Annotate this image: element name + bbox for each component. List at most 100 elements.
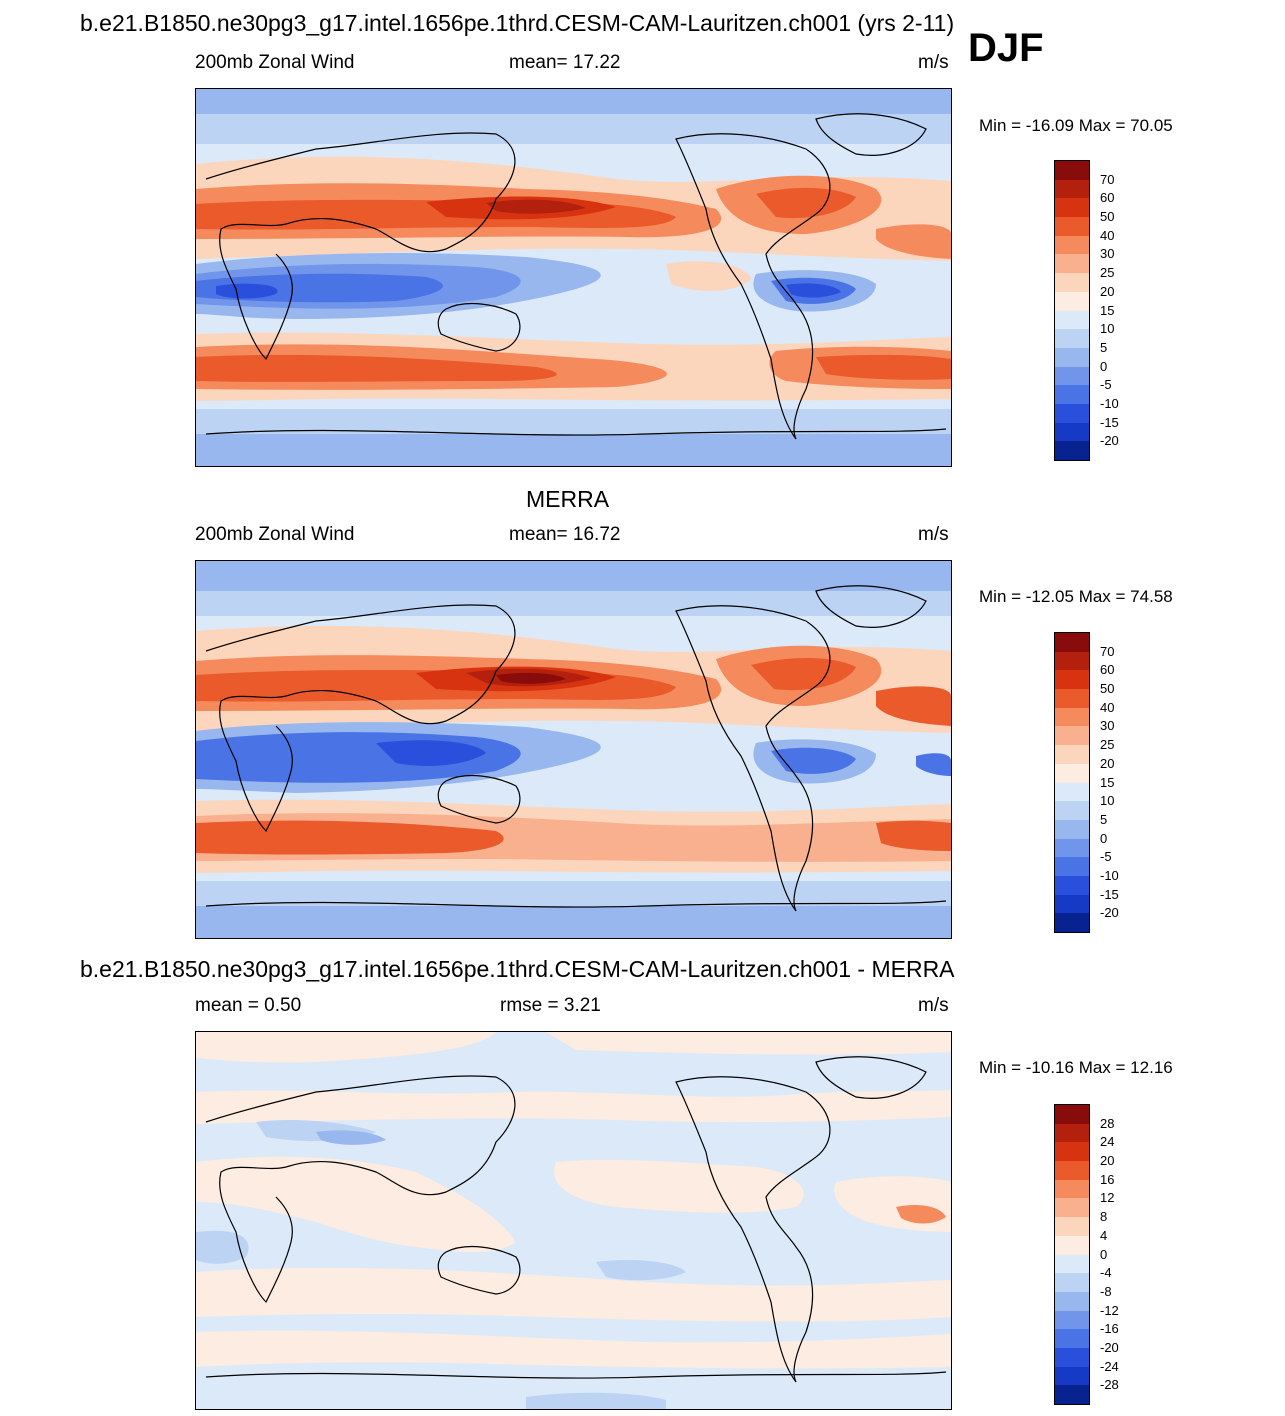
colorbar-swatch xyxy=(1055,347,1089,367)
colorbar-tick-label: 30 xyxy=(1100,718,1115,734)
panel-2-mean-label: mean= 16.72 xyxy=(509,524,621,545)
colorbar-swatch xyxy=(1055,763,1089,783)
panel-2-minmax: Min = -12.05 Max = 74.58 xyxy=(979,587,1173,606)
colorbar-swatch xyxy=(1055,198,1089,218)
colorbar-swatch xyxy=(1055,633,1089,652)
colorbar-tick-label: 10 xyxy=(1100,793,1115,809)
colorbar-tick-label: -12 xyxy=(1100,1302,1119,1318)
colorbar-swatch xyxy=(1055,670,1089,690)
colorbar-tick-label: 40 xyxy=(1100,699,1115,715)
colorbar-swatch xyxy=(1055,1273,1089,1292)
panel-1-units-label: m/s xyxy=(918,52,949,73)
colorbar-tick-label: 25 xyxy=(1100,265,1115,281)
panel-3-contour-field xyxy=(196,1032,951,1409)
colorbar-swatch xyxy=(1055,801,1089,820)
colorbar-tick-label: 24 xyxy=(1100,1134,1115,1150)
colorbar-swatch xyxy=(1055,875,1089,895)
colorbar-swatch xyxy=(1055,745,1089,764)
colorbar-swatch xyxy=(1055,403,1089,423)
colorbar-tick-label: -16 xyxy=(1100,1321,1119,1337)
colorbar-tick-label: -20 xyxy=(1100,1339,1119,1355)
panel-1-minmax: Min = -16.09 Max = 70.05 xyxy=(979,116,1173,135)
colorbar-swatch xyxy=(1055,894,1089,914)
colorbar-swatch xyxy=(1055,329,1089,348)
panel-3-rmse-label: rmse = 3.21 xyxy=(500,995,601,1016)
colorbar-tick-label: 0 xyxy=(1100,830,1108,846)
colorbar-swatch xyxy=(1055,857,1089,876)
colorbar-tick-label: -10 xyxy=(1100,867,1119,883)
colorbar-tick-label: 50 xyxy=(1100,681,1115,697)
panel-3-minmax: Min = -10.16 Max = 12.16 xyxy=(979,1058,1173,1077)
panel-1-variable-label: 200mb Zonal Wind xyxy=(195,52,355,73)
panel-3-title: b.e21.B1850.ne30pg3_g17.intel.1656pe.1th… xyxy=(80,956,955,982)
colorbar-swatch xyxy=(1055,254,1089,274)
season-label: DJF xyxy=(968,26,1044,70)
model-title: b.e21.B1850.ne30pg3_g17.intel.1656pe.1th… xyxy=(80,10,955,36)
colorbar-swatch xyxy=(1055,1329,1089,1348)
colorbar-swatch xyxy=(1055,689,1089,708)
colorbar-tick-label: 12 xyxy=(1100,1190,1115,1206)
colorbar-swatch xyxy=(1055,1235,1089,1255)
colorbar-tick-label: -15 xyxy=(1100,414,1119,430)
colorbar-swatch xyxy=(1055,726,1089,746)
colorbar-swatch xyxy=(1055,235,1089,255)
panel-3-mean-label: mean = 0.50 xyxy=(195,995,302,1016)
colorbar-tick-label: 16 xyxy=(1100,1171,1115,1187)
colorbar-swatch xyxy=(1055,1142,1089,1162)
colorbar-swatch xyxy=(1055,1217,1089,1236)
colorbar-tick-label: 8 xyxy=(1100,1209,1108,1225)
panel-2-variable-label: 200mb Zonal Wind xyxy=(195,524,355,545)
colorbar-swatch xyxy=(1055,161,1089,180)
panel-1-coastlines xyxy=(205,113,947,440)
colorbar-tick-label: -28 xyxy=(1100,1377,1119,1393)
colorbar-tick-label: -5 xyxy=(1100,849,1112,865)
panel-1-map xyxy=(195,88,952,467)
colorbar-swatch xyxy=(1055,366,1089,386)
colorbar-swatch xyxy=(1055,1123,1089,1143)
panel-1-colorbar-labels: 70 60 50 40 30 25 20 15 10 5 0 -5 -10 -15 -20 xyxy=(1100,160,1140,459)
colorbar-tick-label: -24 xyxy=(1100,1358,1119,1374)
colorbar-swatch xyxy=(1055,913,1089,932)
colorbar-tick-label: -8 xyxy=(1100,1283,1112,1299)
colorbar-tick-label: 70 xyxy=(1100,643,1115,659)
colorbar-tick-label: 28 xyxy=(1100,1115,1115,1131)
colorbar-tick-label: 20 xyxy=(1100,1153,1115,1169)
colorbar-swatch xyxy=(1055,651,1089,671)
colorbar-tick-label: 20 xyxy=(1100,755,1115,771)
panel-1-colorbar xyxy=(1054,160,1090,461)
colorbar-swatch xyxy=(1055,217,1089,236)
colorbar-tick-label: -5 xyxy=(1100,377,1112,393)
colorbar-swatch xyxy=(1055,1105,1089,1124)
colorbar-swatch xyxy=(1055,179,1089,199)
panel-3-map xyxy=(195,1031,952,1410)
panel-1-contour-field xyxy=(196,89,951,466)
colorbar-tick-label: -20 xyxy=(1100,905,1119,921)
colorbar-tick-label: 20 xyxy=(1100,283,1115,299)
colorbar-swatch xyxy=(1055,385,1089,404)
panel-2-coastlines xyxy=(205,585,947,912)
colorbar-tick-label: -15 xyxy=(1100,886,1119,902)
colorbar-tick-label: 70 xyxy=(1100,171,1115,187)
colorbar-swatch xyxy=(1055,422,1089,442)
colorbar-swatch xyxy=(1055,838,1089,858)
colorbar-tick-label: 0 xyxy=(1100,358,1108,374)
colorbar-tick-label: 30 xyxy=(1100,246,1115,262)
colorbar-swatch xyxy=(1055,1198,1089,1218)
colorbar-swatch xyxy=(1055,441,1089,460)
colorbar-tick-label: 15 xyxy=(1100,774,1115,790)
colorbar-tick-label: 10 xyxy=(1100,321,1115,337)
colorbar-tick-label: 40 xyxy=(1100,227,1115,243)
colorbar-swatch xyxy=(1055,1385,1089,1404)
colorbar-swatch xyxy=(1055,1161,1089,1180)
colorbar-tick-label: 50 xyxy=(1100,209,1115,225)
panel-2-contour-field xyxy=(196,561,951,938)
panel-3-colorbar-labels: 28 24 20 16 12 8 4 0 -4 -8 -12 -16 -20 -24 -28 xyxy=(1100,1104,1140,1403)
colorbar-tick-label: 5 xyxy=(1100,811,1108,827)
panel-3-colorbar xyxy=(1054,1104,1090,1405)
panel-2-units-label: m/s xyxy=(918,524,949,545)
colorbar-tick-label: 4 xyxy=(1100,1227,1108,1243)
colorbar-swatch xyxy=(1055,1291,1089,1311)
colorbar-swatch xyxy=(1055,310,1089,330)
panel-3-coastlines xyxy=(205,1056,947,1383)
panel-3-units-label: m/s xyxy=(918,995,949,1016)
